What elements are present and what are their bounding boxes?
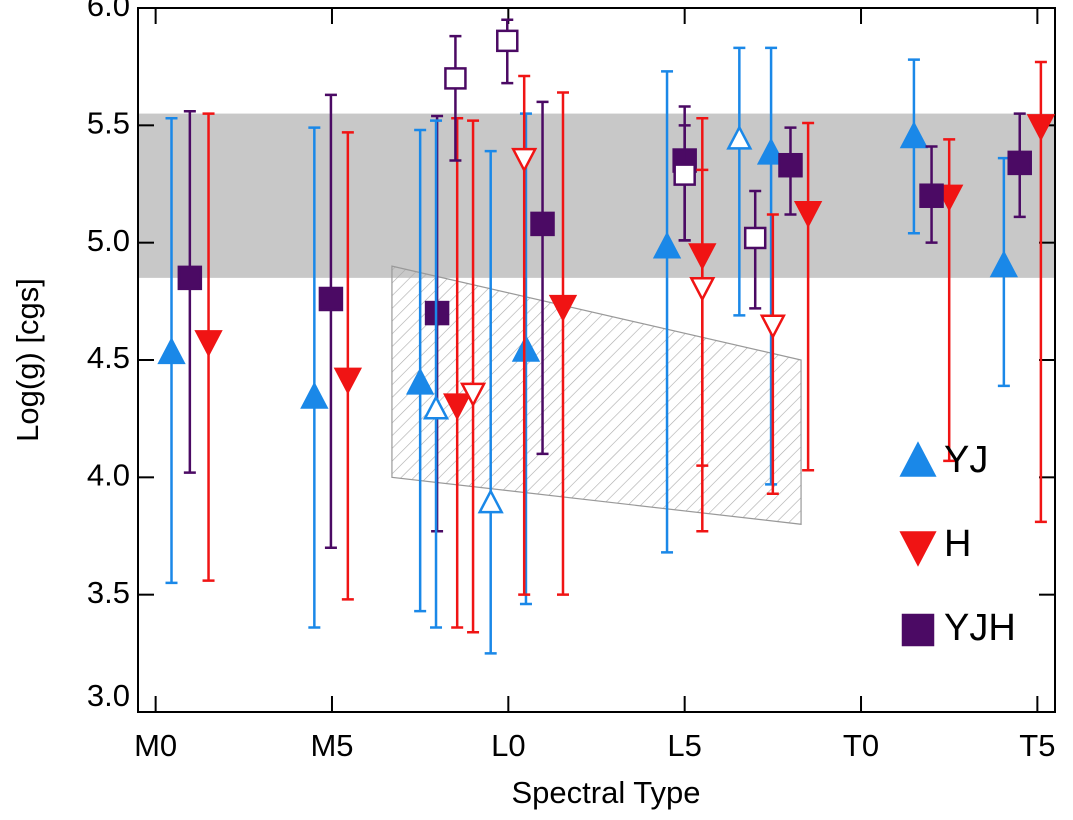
x-tick-label: M5 [310,728,353,763]
hatched-region [391,265,802,525]
marker [548,294,578,322]
marker [689,277,716,302]
error-bar [308,126,321,629]
marker [1007,150,1032,176]
legend-marker [899,441,937,477]
marker [496,29,519,53]
error-bar [733,46,746,317]
error-bar [341,131,354,601]
marker [673,163,696,186]
y-tick-label: 3.5 [87,575,130,610]
x-tick-label: L5 [667,728,701,763]
marker [652,231,682,259]
marker [899,121,929,149]
marker [919,183,944,208]
error-bar [451,117,464,629]
error-bar [449,34,462,162]
marker [1026,114,1056,142]
marker [793,201,823,229]
marker [778,152,803,178]
marker [530,211,555,237]
x-axis-label: Spectral Type [512,775,701,810]
error-bar [324,93,337,549]
marker [743,226,767,250]
legend-marker [899,531,937,567]
y-tick-label: 4.0 [87,458,130,493]
error-bar [765,46,778,486]
marker [459,382,487,408]
x-tick-label: T0 [843,728,879,763]
y-tick-label: 5.5 [87,106,130,141]
marker [477,488,504,514]
error-bar [536,100,549,456]
error-bar [556,91,569,596]
error-bar [661,70,674,554]
marker [194,330,223,358]
y-tick-label: 6.0 [87,0,130,23]
legend-label: YJH [944,607,1016,649]
marker [177,265,203,291]
marker [405,367,435,395]
marker [422,394,450,420]
marker [333,367,363,395]
marker [726,124,753,150]
marker [157,337,186,365]
error-bar [749,189,762,310]
shaded-band [138,113,1055,278]
x-tick-label: T5 [1019,728,1055,763]
legend-marker [901,613,935,647]
y-tick-label: 4.5 [87,340,130,375]
x-tick-label: M0 [134,728,177,763]
marker [318,286,344,312]
legend-label: YJ [944,439,988,481]
marker [443,393,472,421]
marker [300,381,329,409]
y-tick-label: 3.0 [87,678,130,713]
marker [511,334,541,362]
marker [444,67,467,90]
error-bar [802,121,815,472]
marker [759,314,786,340]
error-bar [430,119,443,629]
marker [989,250,1019,278]
error-bar [484,149,497,655]
legend-label: H [944,523,971,565]
error-bar [766,213,779,496]
y-axis-label: Log(g) [cgs] [10,278,45,442]
x-tick-label: L0 [491,728,525,763]
error-bar [183,110,196,474]
y-tick-label: 5.0 [87,223,130,258]
marker [511,147,538,173]
marker [756,137,786,165]
error-bar [467,119,480,634]
error-bar [696,168,709,467]
